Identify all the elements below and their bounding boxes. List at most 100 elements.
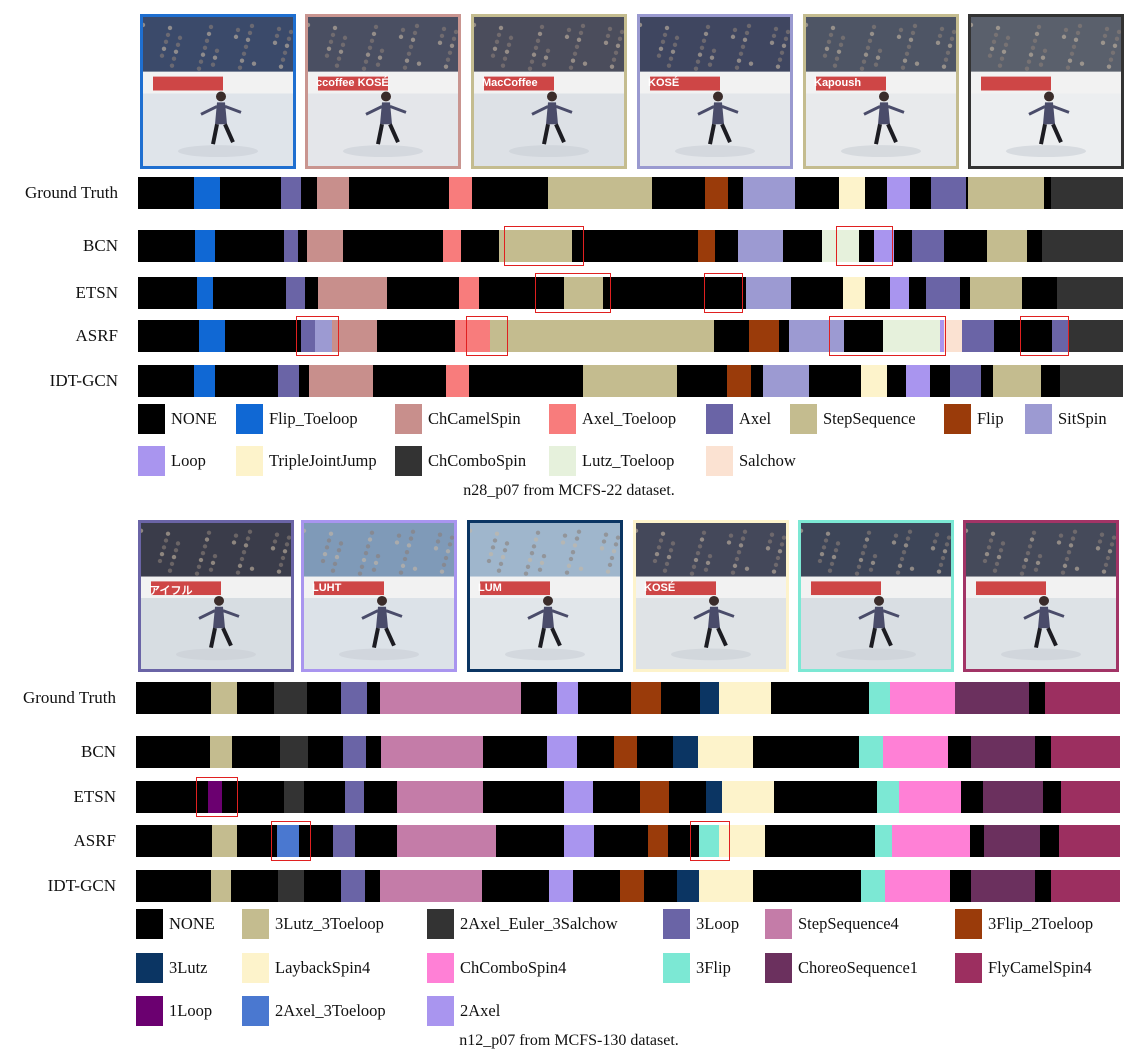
action-segment [213, 277, 287, 309]
mcfs130-panel: アイフル LUHT LUM KOSÉ Ground Truth BCN ETSN ASRF ID… [0, 510, 1138, 1063]
action-segment [1043, 781, 1062, 813]
legend-item: TripleJointJump [236, 445, 377, 477]
action-segment [727, 365, 752, 397]
action-segment [765, 825, 876, 857]
video-frame: KOSÉ [633, 520, 789, 672]
action-segment [909, 177, 932, 209]
action-segment [883, 320, 941, 352]
action-segment [455, 320, 491, 352]
row-label: Ground Truth [22, 688, 116, 707]
action-segment [207, 781, 223, 813]
frame-sign-text: MacCoffee [482, 77, 538, 89]
action-segment [593, 825, 649, 857]
action-segment [778, 320, 790, 352]
action-segment [582, 365, 677, 397]
action-segment [199, 320, 226, 352]
video-frame: ccoffee KOSÉ [305, 14, 461, 169]
rink-scene-graphic [470, 523, 620, 669]
action-segment [892, 825, 971, 857]
action-segment [970, 277, 1023, 309]
action-segment [220, 177, 282, 209]
legend-item: StepSequence [790, 403, 916, 435]
legend-swatch [955, 909, 982, 939]
action-segment [672, 736, 699, 768]
error-highlight-box [504, 226, 585, 266]
legend-item: NONE [138, 403, 217, 435]
action-segment [397, 825, 497, 857]
legend-item: Loop [138, 445, 206, 477]
action-segment [993, 320, 1053, 352]
action-segment [237, 682, 275, 714]
frame-sign-text: LUHT [312, 582, 342, 594]
legend-swatch [427, 996, 454, 1026]
action-segment [299, 825, 334, 857]
rink-scene-graphic [806, 17, 956, 166]
action-segment [1051, 870, 1121, 902]
action-segment [285, 277, 306, 309]
action-segment [209, 736, 233, 768]
action-segment [138, 365, 195, 397]
legend-item: Flip [944, 403, 1004, 435]
legend-item: ChoreoSequence1 [765, 952, 918, 984]
action-segment [210, 870, 232, 902]
legend-label: FlyCamelSpin4 [988, 958, 1092, 977]
action-segment [138, 320, 200, 352]
action-segment [354, 825, 398, 857]
row-label: Ground Truth [24, 183, 118, 202]
video-frame [798, 520, 954, 672]
action-segment [449, 177, 473, 209]
action-segment [482, 870, 550, 902]
action-segment [987, 230, 1028, 262]
action-segment [894, 230, 913, 262]
action-segment [889, 277, 910, 309]
legend-label: Axel_Toeloop [582, 409, 677, 428]
action-segment [698, 870, 754, 902]
video-frame: アイフル [138, 520, 294, 672]
legend-swatch [136, 953, 163, 983]
legend-item: Axel_Toeloop [549, 403, 676, 435]
action-segment [808, 365, 862, 397]
action-segment [380, 736, 484, 768]
action-segment [603, 277, 747, 309]
action-segment [136, 736, 211, 768]
action-segment [869, 682, 891, 714]
action-segment [864, 277, 891, 309]
legend-swatch [706, 446, 733, 476]
action-segment [949, 870, 972, 902]
row-label: IDT-GCN [49, 371, 118, 390]
action-segment [926, 277, 961, 309]
action-segment [967, 177, 1045, 209]
legend-label: ChComboSpin4 [460, 958, 567, 977]
action-segment [548, 177, 653, 209]
action-segment [886, 177, 911, 209]
legend-item: ChCamelSpin [395, 403, 521, 435]
action-segment [1029, 682, 1046, 714]
video-frame: MacCoffee [471, 14, 627, 169]
rink-scene-graphic [966, 523, 1116, 669]
action-segment [563, 781, 594, 813]
legend-item: SitSpin [1025, 403, 1107, 435]
legend-label: ChComboSpin [428, 451, 527, 470]
action-segment [1051, 736, 1121, 768]
action-segment [446, 365, 470, 397]
error-highlight-box [466, 316, 509, 356]
legend-label: 1Loop [169, 1001, 213, 1020]
segmentation-bar [136, 825, 1121, 857]
action-segment [372, 365, 447, 397]
action-segment [572, 230, 699, 262]
action-segment [668, 825, 700, 857]
video-frame [140, 14, 296, 169]
action-segment [668, 781, 707, 813]
action-segment [309, 365, 374, 397]
action-segment [698, 230, 716, 262]
action-segment [887, 365, 907, 397]
action-segment [136, 682, 212, 714]
action-segment [644, 870, 678, 902]
action-segment [748, 320, 780, 352]
action-segment [367, 682, 381, 714]
action-segment [281, 177, 302, 209]
action-segment [943, 230, 988, 262]
legend-item: Salchow [706, 445, 796, 477]
action-segment [471, 177, 549, 209]
error-highlight-box [270, 821, 312, 861]
